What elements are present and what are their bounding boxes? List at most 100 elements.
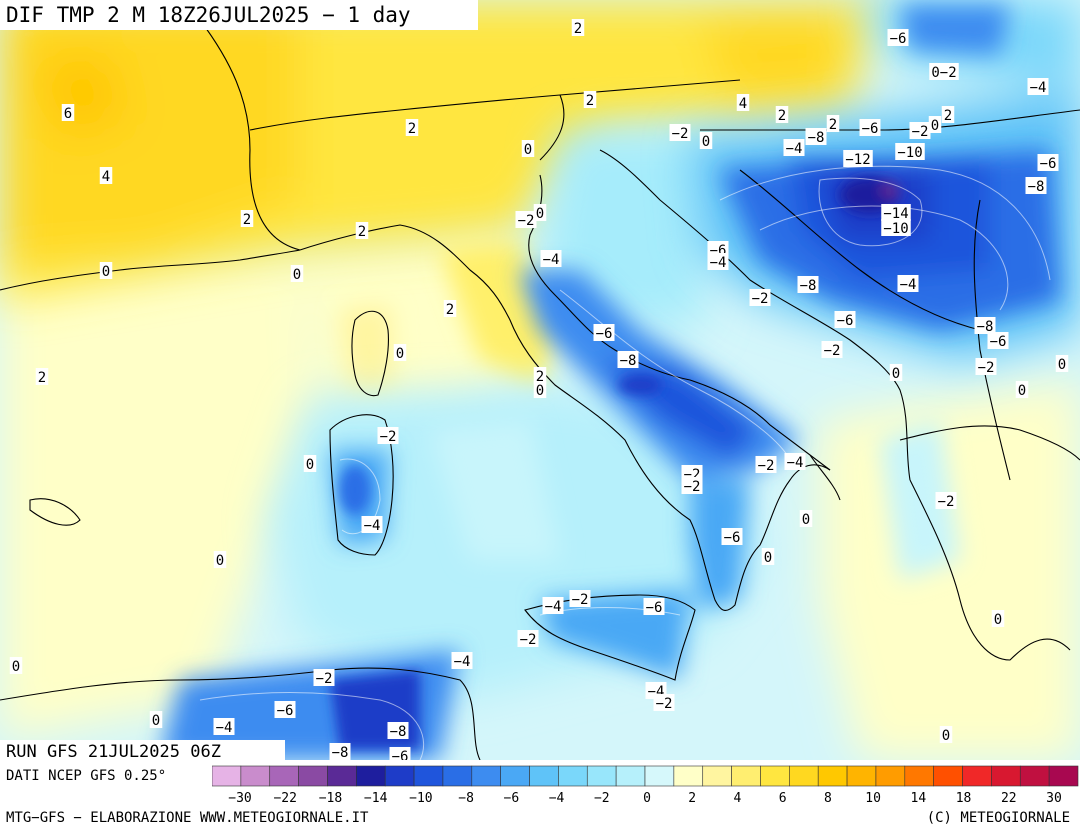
- legend-swatch: [240, 765, 271, 787]
- contour-label-bg: [939, 726, 953, 743]
- legend-swatch: [933, 765, 963, 787]
- contour-label: −4: [216, 720, 233, 736]
- contour-label: −2: [672, 126, 689, 142]
- contour-label: 2: [536, 369, 544, 385]
- footer-credit: MTG−GFS − ELABORAZIONE WWW.METEOGIORNALE…: [6, 810, 369, 826]
- contour-label-bg: [699, 132, 713, 149]
- contour-label-bg: [540, 250, 562, 267]
- contour-label: 0: [536, 383, 544, 399]
- contour-label-bg: [783, 139, 805, 156]
- contour-label-bg: [569, 590, 591, 607]
- contour-label-bg: [736, 94, 750, 111]
- contour-label: −6: [862, 121, 879, 137]
- contour-label-bg: [935, 492, 957, 509]
- legend-tick-label: 18: [956, 791, 972, 806]
- contour-label: −4: [900, 277, 917, 293]
- contour-label-bg: [593, 324, 615, 341]
- contour-label: −4: [786, 141, 803, 157]
- contour-label-bg: [443, 300, 457, 317]
- contour-label: 2: [408, 121, 416, 137]
- contour-label: −4: [364, 518, 381, 534]
- contour-label-bg: [929, 63, 959, 80]
- contour-label: −4: [710, 255, 727, 271]
- contour-label-bg: [542, 597, 564, 614]
- contour-label: −2: [684, 479, 701, 495]
- legend-tick-label: 8: [824, 791, 832, 806]
- contour-label: 0: [1018, 383, 1026, 399]
- legend-swatch: [413, 765, 444, 787]
- contour-label: −6: [724, 530, 741, 546]
- contour-label-bg: [909, 122, 931, 139]
- contour-label-bg: [843, 150, 873, 167]
- legend-swatch: [846, 765, 877, 787]
- contour-label: −2: [380, 429, 397, 445]
- legend-tick-label: −10: [409, 791, 432, 806]
- contour-label: −12: [845, 152, 870, 168]
- contour-label: 2: [358, 224, 366, 240]
- legend-swatch: [644, 765, 675, 787]
- contour-label-bg: [517, 630, 539, 647]
- contour-label: 0: [1058, 357, 1066, 373]
- contour-label-bg: [799, 510, 813, 527]
- contour-label: −8: [808, 130, 825, 146]
- contour-label: 0: [802, 512, 810, 528]
- legend-tick-label: −22: [273, 791, 296, 806]
- legend-tick-label: −18: [319, 791, 342, 806]
- contour-label: −6: [837, 313, 854, 329]
- contour-label-bg: [653, 694, 675, 711]
- contour-label: −14: [883, 206, 908, 222]
- legend-swatch: [586, 765, 617, 787]
- legend-tick-label: 14: [911, 791, 927, 806]
- legend-swatch: [500, 765, 530, 787]
- contour-label: −2: [520, 632, 537, 648]
- contour-label-bg: [941, 106, 955, 123]
- legend-swatch: [760, 765, 790, 787]
- contour-label: −2: [316, 671, 333, 687]
- contour-label-bg: [797, 276, 819, 293]
- contour-label-bg: [355, 222, 369, 239]
- legend-swatch: [731, 765, 761, 787]
- legend-swatch: [904, 765, 934, 787]
- contour-label-bg: [834, 311, 856, 328]
- coastlines: [0, 19, 1080, 760]
- legend-tick-label: 6: [779, 791, 787, 806]
- contour-label-bg: [895, 143, 925, 160]
- contour-label: −6: [392, 749, 409, 760]
- contour-label-bg: [451, 652, 473, 669]
- contour-label: −2: [752, 291, 769, 307]
- contour-label: 6: [64, 106, 72, 122]
- contour-label-bg: [755, 456, 777, 473]
- contour-label-bg: [805, 128, 827, 145]
- contour-label: −6: [1040, 156, 1057, 172]
- contour-label: −8: [1028, 179, 1045, 195]
- legend-swatch: [327, 765, 357, 787]
- legend-swatch: [789, 765, 819, 787]
- contour-label: 0: [931, 118, 939, 134]
- contour-label-bg: [393, 344, 407, 361]
- contour-label: −2: [758, 458, 775, 474]
- contour-label-bg: [389, 747, 411, 760]
- contour-label-bg: [721, 528, 743, 545]
- contour-label: −2: [912, 124, 929, 140]
- contour-label: −6: [596, 326, 613, 342]
- contour-label: 4: [102, 169, 110, 185]
- contour-label: 0: [764, 550, 772, 566]
- legend-swatch: [1048, 765, 1079, 787]
- contour-label-bg: [707, 253, 729, 270]
- run-info: RUN GFS 21JUL2025 06Z: [0, 740, 285, 764]
- legend-swatch: [673, 765, 704, 787]
- contour-label: 0: [702, 134, 710, 150]
- contour-label: 2: [38, 370, 46, 386]
- contour-label-bg: [533, 204, 547, 221]
- contour-label: −8: [620, 353, 637, 369]
- contour-label: −6: [890, 31, 907, 47]
- legend-swatch: [471, 765, 501, 787]
- contour-label-bg: [974, 317, 996, 334]
- contour-label: 4: [739, 96, 747, 112]
- contour-lines: [199, 165, 1051, 760]
- contour-label: 0: [12, 659, 20, 675]
- legend-swatch: [356, 765, 386, 787]
- contour-label: −4: [454, 654, 471, 670]
- legend-swatch: [702, 765, 732, 787]
- contour-label-bg: [61, 104, 75, 121]
